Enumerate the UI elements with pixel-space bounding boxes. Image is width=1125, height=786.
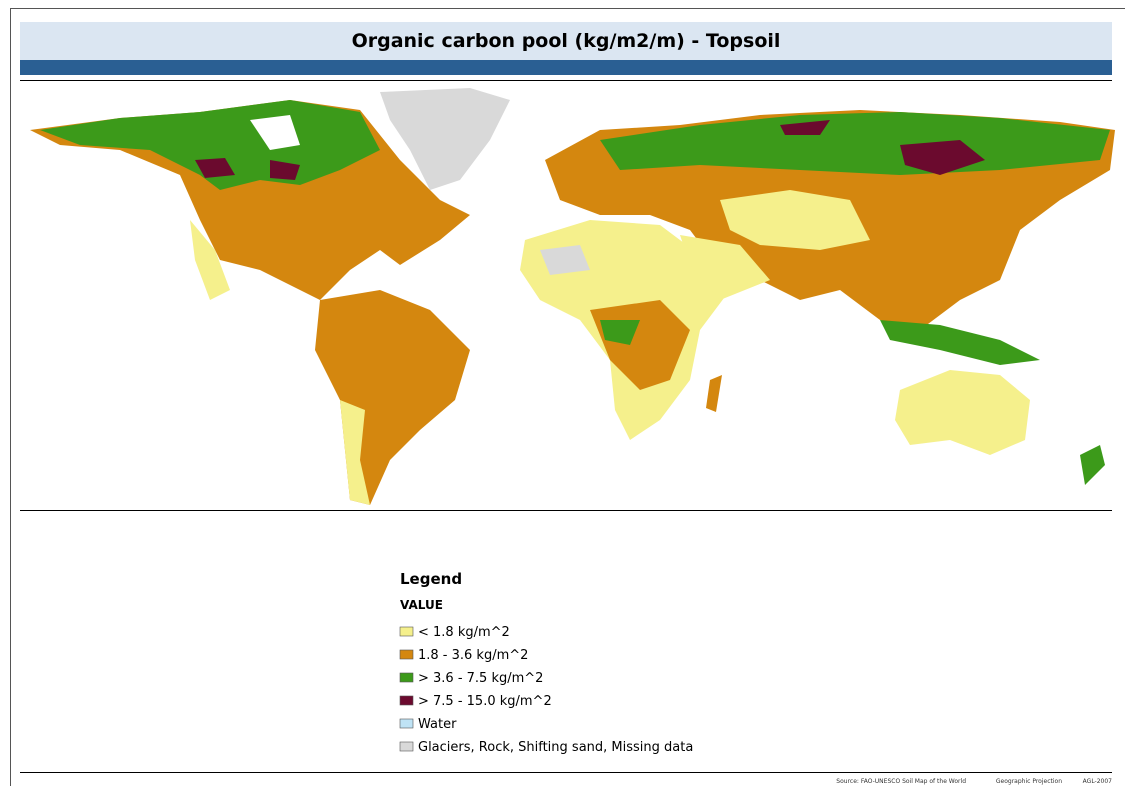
hudson-bay [250,115,300,150]
legend-swatch [399,649,414,660]
legend-title: Legend [400,570,462,588]
africa-forest [600,320,640,345]
legend-label: Water [418,717,457,732]
legend-subtitle: VALUE [400,598,443,612]
credit: AGL-2007 [1083,778,1113,785]
sahara-sand [540,245,590,275]
legend-label: > 3.6 - 7.5 kg/m^2 [418,671,543,686]
greenland [380,88,510,190]
south-america-south [340,400,370,505]
legend-swatch [399,695,414,706]
madagascar [706,375,722,412]
north-america-peat [195,158,300,180]
australia [895,370,1030,455]
title-band [20,60,1112,75]
map-title: Organic carbon pool (kg/m2/m) - Topsoil [352,30,781,52]
legend-swatch [399,672,414,683]
legend-label: < 1.8 kg/m^2 [418,625,510,640]
indonesia [880,320,1040,365]
eurasia-peat [780,120,985,175]
arabia [680,235,770,300]
legend-swatch [399,741,414,752]
title-bar [20,22,1112,60]
north-america-dry [190,220,230,300]
projection: Geographic Projection [996,778,1062,785]
legend-label: Glaciers, Rock, Shifting sand, Missing d… [418,740,693,755]
new-zealand [1080,445,1105,485]
legend-swatch [399,626,414,637]
central-asia-dry [720,190,870,250]
legend-label: > 7.5 - 15.0 kg/m^2 [418,694,552,709]
legend-swatch [399,718,414,729]
legend-items: < 1.8 kg/m^2 1.8 - 3.6 kg/m^2 > 3.6 - 7.5 … [399,625,693,755]
world-map [30,88,1115,505]
legend-label: 1.8 - 3.6 kg/m^2 [418,648,528,663]
source: Source: FAO-UNESCO Soil Map of the World [836,778,966,785]
